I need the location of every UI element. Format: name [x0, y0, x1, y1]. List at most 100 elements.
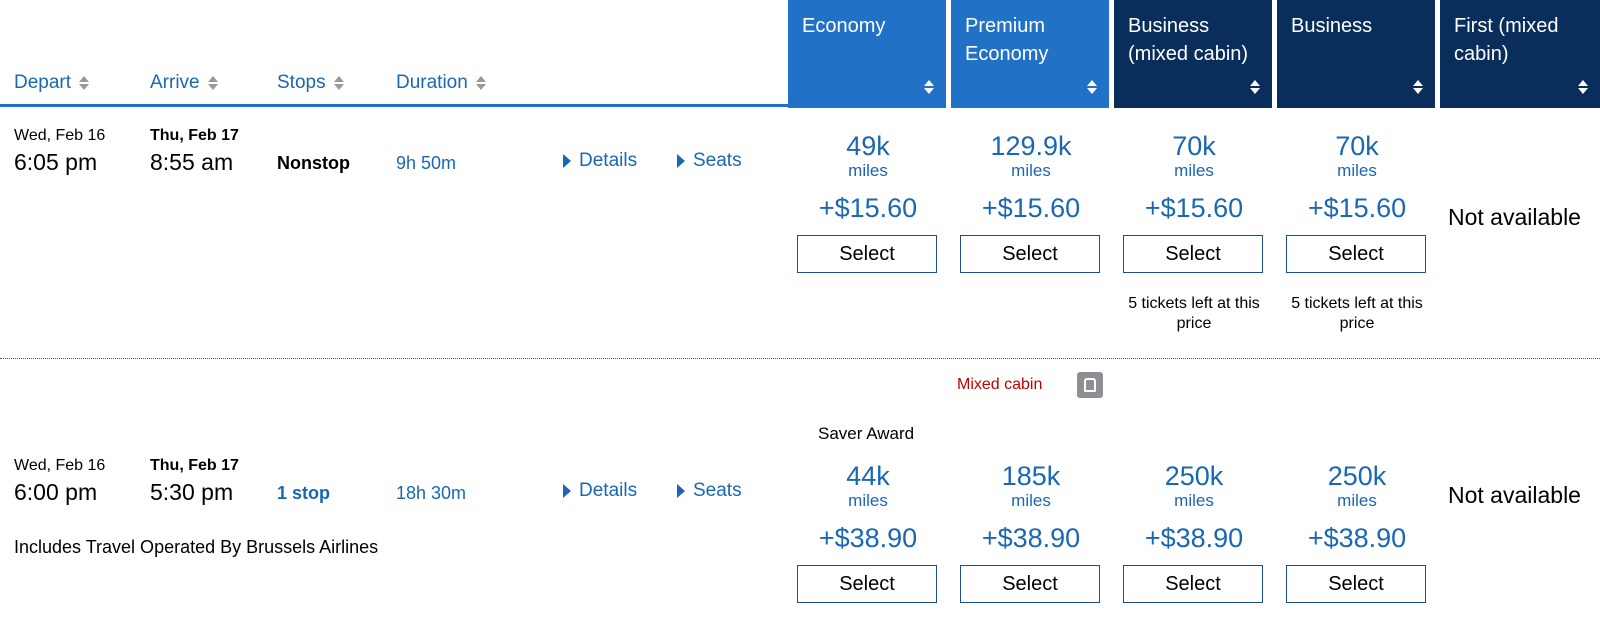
cabin-label: Business: [1291, 15, 1373, 37]
sort-icon: [207, 76, 218, 90]
triangle-right-icon: [563, 154, 571, 168]
sort-arrive-label: Arrive: [150, 72, 200, 93]
sort-icon: [924, 80, 934, 94]
sort-duration[interactable]: Duration: [396, 72, 486, 94]
fare-business-mixed: 70k miles +$15.60: [1113, 131, 1275, 223]
seats-label: Seats: [693, 150, 742, 171]
fare-tax: +$38.90: [1307, 523, 1407, 553]
fare-unit: miles: [1337, 491, 1377, 510]
fare-premium-economy: 185k miles +$38.90: [950, 461, 1112, 553]
fare-tax: +$38.90: [818, 523, 918, 553]
fare-miles: 250k: [1164, 461, 1224, 491]
fare-unit: miles: [1011, 161, 1051, 180]
first-not-available: Not available: [1448, 204, 1581, 230]
first-not-available: Not available: [1448, 482, 1581, 508]
operated-by-note: Includes Travel Operated By Brussels Air…: [14, 537, 379, 557]
sort-arrive[interactable]: Arrive: [150, 72, 218, 94]
cabin-label: Premium Economy: [965, 15, 1049, 65]
stops-value[interactable]: 1 stop: [277, 483, 331, 503]
triangle-right-icon: [677, 154, 685, 168]
tickets-left-note: 5 tickets left at this price: [1128, 295, 1260, 332]
sort-icon: [1250, 80, 1260, 94]
depart-date: Wed, Feb 16: [14, 457, 106, 474]
cabin-label: Economy: [802, 15, 886, 37]
details-link[interactable]: Details: [563, 480, 637, 502]
seats-link[interactable]: Seats: [677, 480, 742, 502]
fare-business: 70k miles +$15.60: [1276, 131, 1438, 223]
triangle-right-icon: [677, 484, 685, 498]
fare-tax: +$15.60: [1307, 193, 1407, 223]
fare-business-mixed: 250k miles +$38.90: [1113, 461, 1275, 553]
cabin-header-premium-economy[interactable]: Premium Economy: [951, 0, 1109, 108]
fare-miles: 49k: [846, 131, 890, 161]
cabin-header-business[interactable]: Business: [1277, 0, 1435, 108]
arrive-time: 8:55 am: [150, 149, 234, 175]
fare-business: 250k miles +$38.90: [1276, 461, 1438, 553]
sort-depart[interactable]: Depart: [14, 72, 90, 94]
fare-economy: 49k miles +$15.60: [787, 131, 949, 223]
fare-tax: +$15.60: [981, 193, 1081, 223]
fare-tax: +$38.90: [981, 523, 1081, 553]
fare-tax: +$15.60: [1144, 193, 1244, 223]
fare-tax: +$38.90: [1144, 523, 1244, 553]
fare-unit: miles: [1174, 161, 1214, 180]
fare-tax: +$15.60: [818, 193, 918, 223]
depart-date: Wed, Feb 16: [14, 127, 106, 144]
select-business-mixed-button[interactable]: Select: [1123, 565, 1263, 603]
sort-icon: [1087, 80, 1097, 94]
duration-value: 18h 30m: [396, 483, 467, 503]
header-underline: [0, 104, 790, 107]
sort-stops[interactable]: Stops: [277, 72, 344, 94]
select-premium-economy-button[interactable]: Select: [960, 235, 1100, 273]
sort-stops-label: Stops: [277, 72, 326, 93]
cabin-label: Business (mixed cabin): [1128, 15, 1249, 65]
depart-time: 6:05 pm: [14, 149, 98, 175]
sort-depart-label: Depart: [14, 72, 72, 93]
fare-unit: miles: [848, 491, 888, 510]
stops-value: Nonstop: [277, 153, 350, 173]
sort-icon: [1413, 80, 1423, 94]
fare-unit: miles: [1337, 161, 1377, 180]
fare-unit: miles: [1174, 491, 1214, 510]
select-premium-economy-button[interactable]: Select: [960, 565, 1100, 603]
seats-link[interactable]: Seats: [677, 150, 742, 172]
tickets-left-note: 5 tickets left at this price: [1291, 295, 1423, 332]
mixed-cabin-label: Mixed cabin: [957, 376, 1043, 393]
arrive-time: 5:30 pm: [150, 479, 234, 505]
select-business-button[interactable]: Select: [1286, 565, 1426, 603]
fare-miles: 129.9k: [990, 131, 1072, 161]
arrive-date: Thu, Feb 17: [150, 457, 239, 474]
seat-icon[interactable]: [1077, 372, 1103, 398]
select-economy-button[interactable]: Select: [797, 235, 937, 273]
cabin-header-business-mixed[interactable]: Business (mixed cabin): [1114, 0, 1272, 108]
seats-label: Seats: [693, 480, 742, 501]
duration-value: 9h 50m: [396, 153, 457, 173]
fare-miles: 70k: [1172, 131, 1216, 161]
fare-unit: miles: [848, 161, 888, 180]
fare-economy: 44k miles +$38.90: [787, 461, 949, 553]
details-label: Details: [579, 150, 638, 171]
saver-award-label: Saver Award: [818, 424, 915, 443]
arrive-date: Thu, Feb 17: [150, 127, 239, 144]
details-label: Details: [579, 480, 638, 501]
select-business-button[interactable]: Select: [1286, 235, 1426, 273]
cabin-label: First (mixed cabin): [1454, 15, 1559, 65]
details-link[interactable]: Details: [563, 150, 637, 172]
fare-miles: 250k: [1327, 461, 1387, 491]
fare-miles: 185k: [1001, 461, 1061, 491]
sort-icon: [1578, 80, 1588, 94]
fare-miles: 44k: [846, 461, 890, 491]
fare-unit: miles: [1011, 491, 1051, 510]
cabin-header-economy[interactable]: Economy: [788, 0, 946, 108]
select-economy-button[interactable]: Select: [797, 565, 937, 603]
select-business-mixed-button[interactable]: Select: [1123, 235, 1263, 273]
depart-time: 6:00 pm: [14, 479, 98, 505]
sort-icon: [333, 76, 344, 90]
sort-duration-label: Duration: [396, 72, 468, 93]
fare-premium-economy: 129.9k miles +$15.60: [950, 131, 1112, 223]
fare-miles: 70k: [1335, 131, 1379, 161]
cabin-header-first-mixed[interactable]: First (mixed cabin): [1440, 0, 1600, 108]
sort-icon: [79, 76, 90, 90]
triangle-right-icon: [563, 484, 571, 498]
row-divider: [0, 358, 1600, 359]
